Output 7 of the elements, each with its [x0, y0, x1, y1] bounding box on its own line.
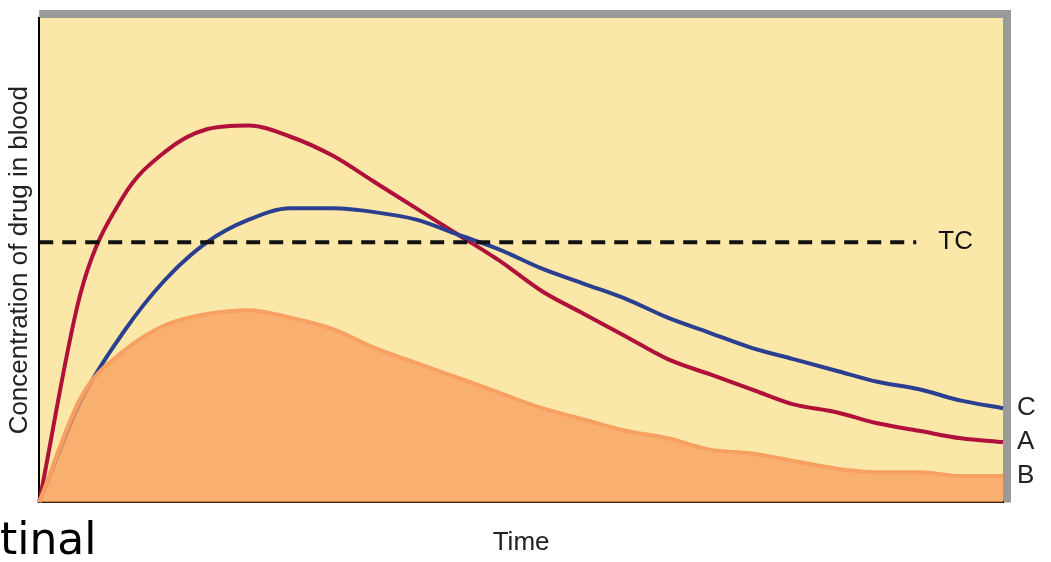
y-axis-title: Concentration of drug in blood: [2, 86, 33, 435]
x-axis-title: Time: [492, 525, 550, 556]
series-label: A: [1017, 425, 1035, 456]
ref-line-label: TC: [938, 225, 973, 256]
series-label: B: [1017, 459, 1035, 490]
series-label: C: [1017, 391, 1036, 422]
text: tinal: [0, 513, 97, 562]
